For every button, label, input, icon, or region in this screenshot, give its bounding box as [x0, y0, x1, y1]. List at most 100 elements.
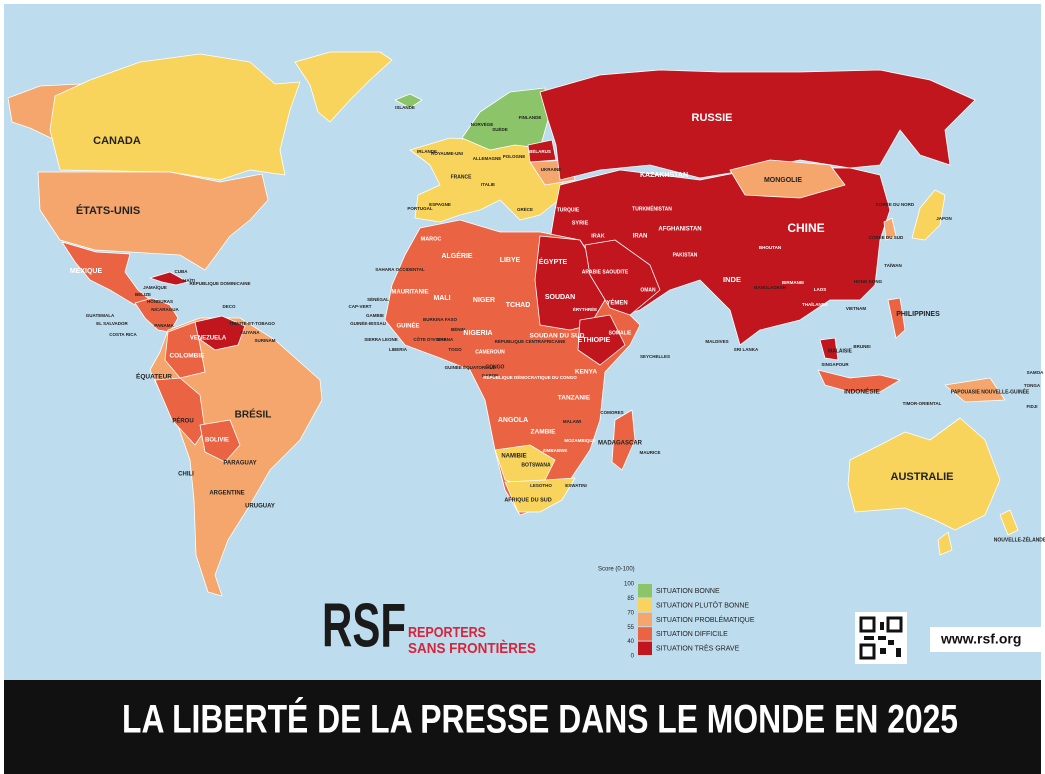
country-label: ALLEMAGNE — [473, 156, 502, 161]
australia — [847, 417, 1001, 531]
country-label: POLOGNE — [503, 154, 526, 159]
country-label: MONGOLIE — [764, 177, 802, 184]
country-label: SOUDAN DU SUD — [530, 333, 585, 340]
country-label: TURQUIE — [557, 207, 580, 213]
greenland — [294, 51, 393, 123]
country-label: NIGERIA — [463, 330, 492, 337]
country-label: PANAMA — [154, 323, 174, 328]
country-label: MAROC — [421, 236, 442, 242]
country-label: ARABIE SAOUDITE — [582, 269, 629, 275]
country-label: BÉLARUS — [529, 147, 551, 154]
country-label: PÉROU — [172, 417, 193, 425]
country-label: PAPOUASIE NOUVELLE-GUINÉE — [951, 387, 1030, 395]
country-label: TURKMÉNISTAN — [632, 204, 672, 212]
country-label: ZIMBABWE — [543, 448, 568, 453]
country-label: URUGUAY — [245, 504, 275, 510]
country-label: FIDJI — [1026, 404, 1037, 409]
country-label: ZAMBIE — [531, 429, 557, 436]
country-label: TANZANIE — [558, 395, 591, 402]
country-label: GHANA — [437, 337, 454, 342]
country-label: GUINÉE — [396, 322, 419, 330]
country-label: MAURICE — [640, 450, 661, 455]
japan — [911, 189, 946, 241]
canada — [49, 53, 301, 181]
country-label: VENEZUELA — [190, 336, 227, 342]
country-label: THAÏLANDE — [802, 301, 828, 307]
country-label: DECO — [222, 304, 236, 309]
title: LA LIBERTÉ DE LA PRESSE DANS LE MONDE EN… — [122, 697, 958, 742]
country-label: BRUNEI — [853, 344, 870, 349]
indonesia — [817, 369, 901, 393]
country-label: INDONÉSIE — [844, 387, 880, 396]
country-label: SIERRA LEONE — [364, 337, 398, 342]
country-label: LESOTHO — [530, 483, 552, 488]
country-label: GRÈCE — [517, 205, 533, 212]
country-label: ROYAUME-UNI — [431, 151, 463, 156]
legend-swatch — [638, 612, 652, 627]
country-label: CORÉE DU NORD — [876, 200, 915, 207]
country-label: VIETNAM — [846, 306, 867, 311]
legend-label: SITUATION DIFFICILE — [656, 631, 728, 638]
philippines — [887, 297, 906, 339]
country-label: TAÏWAN — [884, 262, 901, 268]
country-label: BÉNIN — [451, 325, 465, 332]
country-label: HONG KONG — [854, 279, 883, 284]
country-label: EL SALVADOR — [96, 321, 128, 326]
country-label: IRAN — [633, 234, 648, 240]
country-label: INDE — [723, 275, 741, 284]
country-label: SEYCHELLES — [640, 354, 670, 359]
country-label: SINGAPOUR — [821, 362, 849, 367]
country-label: MALI — [433, 295, 450, 302]
country-label: BRÉSIL — [235, 408, 272, 421]
country-label: SURINAM — [255, 338, 276, 343]
legend-title: Score (0-100) — [598, 567, 635, 573]
country-label: SUÈDE — [492, 125, 508, 132]
country-label: CAP-VERT — [348, 304, 371, 309]
country-label: UKRAINE — [541, 167, 562, 172]
country-label: TCHAD — [506, 302, 531, 309]
country-label: NIGER — [473, 297, 495, 304]
country-label: ALGÉRIE — [441, 251, 472, 260]
country-label: MALDIVES — [705, 339, 728, 344]
country-label: BANGLADESH — [754, 285, 786, 290]
usa — [37, 171, 269, 271]
legend-swatch — [638, 598, 652, 612]
country-label: GAMBIE — [366, 313, 384, 318]
country-label: TOGO — [448, 347, 462, 352]
legend-tick: 0 — [631, 654, 635, 660]
country-label: NORVÈGE — [471, 120, 493, 127]
country-label: CHINE — [787, 221, 824, 235]
country-label: ÉTHIOPIE — [578, 335, 611, 344]
country-label: SÉNÉGAL — [367, 295, 389, 302]
country-label: CÔTE D'IVOIRE — [413, 335, 446, 342]
qr-code — [855, 612, 907, 664]
country-label: COSTA RICA — [109, 332, 137, 337]
country-label: CONGO — [486, 364, 505, 370]
country-label: ÉQUATEUR — [136, 372, 172, 381]
country-label: MALAWI — [563, 419, 581, 424]
legend-tick: 70 — [627, 610, 634, 616]
legend-swatch — [638, 584, 652, 598]
country-label: ANGOLA — [498, 417, 528, 424]
country-label: ESPAGNE — [429, 202, 451, 207]
legend-label: SITUATION PROBLÉMATIQUE — [656, 615, 755, 624]
country-label: HAÏTI — [183, 277, 195, 283]
malaysia — [819, 337, 839, 361]
country-label: ÉGYPTE — [539, 257, 568, 266]
country-label: KAZAKHSTAN — [640, 172, 688, 179]
country-label: MALAISIE — [828, 348, 853, 354]
country-label: GUINÉE ÉQUATORIALE — [445, 363, 496, 370]
legend: SITUATION BONNE SITUATION PLUTÔT BONNE SIT… — [624, 582, 755, 660]
colombia — [164, 321, 206, 379]
eritrea-ethiopia — [577, 314, 626, 366]
belarus — [527, 139, 557, 163]
country-label: ITALIE — [481, 182, 495, 187]
cuba — [149, 271, 189, 286]
country-label: CUBA — [175, 269, 189, 274]
country-label: BELIZE — [135, 292, 151, 297]
country-label: SRI LANKA — [734, 347, 759, 352]
country-label: BOLIVIE — [205, 438, 229, 444]
